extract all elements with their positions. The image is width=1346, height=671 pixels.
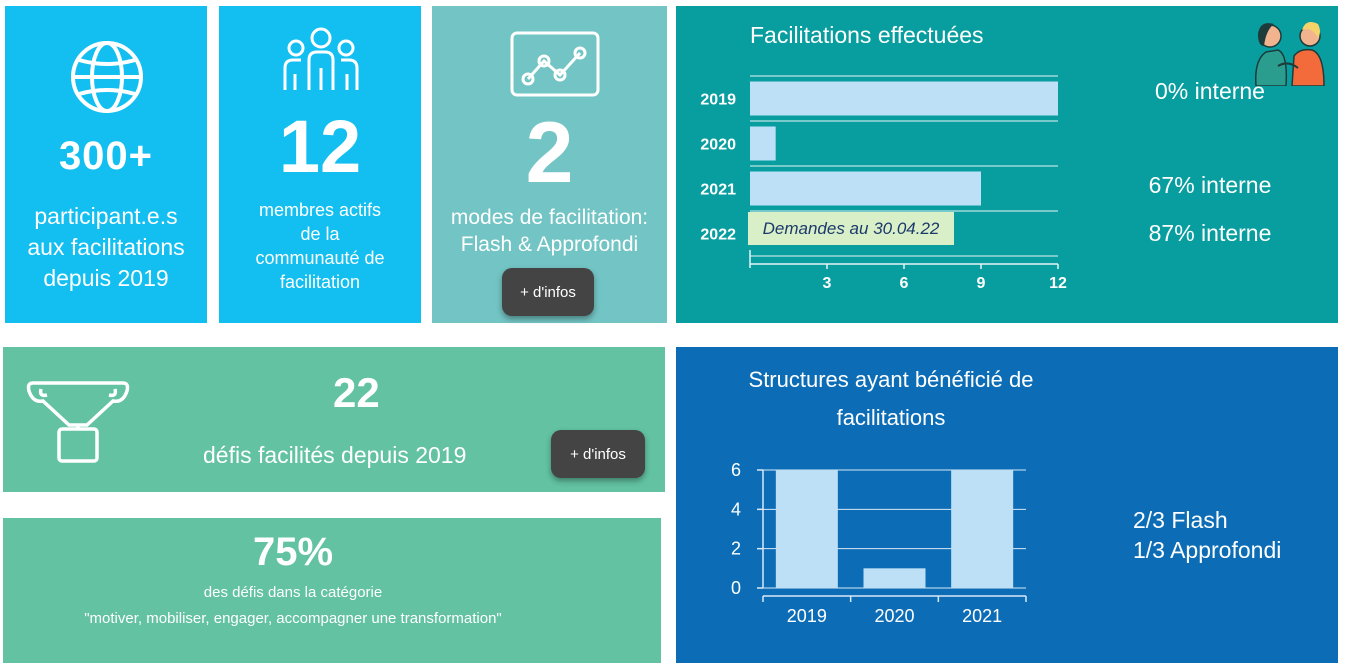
x-tick-label: 6 bbox=[900, 275, 909, 292]
defis-value: 22 bbox=[333, 369, 380, 416]
y-tick-label: 2019 bbox=[700, 92, 736, 109]
y-tick-label: 2022 bbox=[700, 227, 736, 244]
chart-facilitations: Facilitations effectuées 2019 2020 2021 202… bbox=[676, 6, 1338, 323]
tile-defis: 22 défis facilités depuis 2019 + d'infos bbox=[3, 347, 665, 492]
line-chart-icon bbox=[510, 31, 600, 97]
facilitations-bar-chart: 2019 2020 2021 2022 3 6 9 12 bbox=[700, 75, 1067, 292]
x-tick-label: 3 bbox=[823, 275, 832, 292]
members-label: membres actifs de la communauté de facil… bbox=[255, 200, 385, 292]
tile-categorie: 75% des défis dans la catégorie "motiver… bbox=[3, 518, 661, 663]
y-tick-label: 4 bbox=[731, 499, 741, 519]
x-tick-label: 12 bbox=[1049, 275, 1067, 292]
categorie-label: des défis dans la catégorie bbox=[203, 584, 383, 601]
y-tick-label: 6 bbox=[731, 460, 741, 480]
x-tick-label: 2020 bbox=[874, 606, 914, 626]
y-tick-label: 0 bbox=[731, 578, 741, 598]
chart-facilitations-title: Facilitations effectuées bbox=[750, 22, 984, 48]
y-tick-label: 2 bbox=[731, 539, 741, 559]
modes-label: modes de facilitation: Flash & Approfond… bbox=[450, 206, 649, 256]
participants-value: 300+ bbox=[58, 134, 154, 178]
structures-bar-chart: 0 2 4 6 2019 2020 2021 bbox=[731, 460, 1027, 626]
bar-2020 bbox=[863, 568, 926, 588]
participants-label: participant.e.s aux facilitations depuis… bbox=[27, 203, 185, 291]
tile-participants: 300+ participant.e.s aux facilitations d… bbox=[5, 6, 207, 323]
modes-value: 2 bbox=[525, 105, 574, 201]
x-tick-label: 9 bbox=[977, 275, 986, 292]
x-tick-label: 2019 bbox=[787, 606, 827, 626]
bar-2021 bbox=[951, 470, 1014, 588]
y-tick-label: 2021 bbox=[700, 182, 736, 199]
internal-label-2022: 87% interne bbox=[1148, 220, 1272, 246]
tile-members: 12 membres actifs de la communauté de fa… bbox=[219, 6, 421, 323]
bar-2019 bbox=[750, 81, 1058, 116]
y-tick-label: 2020 bbox=[700, 137, 736, 154]
categorie-quote: "motiver, mobiliser, engager, accompagne… bbox=[84, 610, 502, 627]
globe-icon bbox=[71, 41, 143, 113]
categorie-value: 75% bbox=[252, 530, 334, 574]
x-tick-label: 2021 bbox=[962, 606, 1002, 626]
defis-info-button[interactable]: + d'infos bbox=[551, 430, 645, 478]
internal-label-2021: 67% interne bbox=[1148, 172, 1272, 198]
structures-split: 2/3 Flash 1/3 Approfondi bbox=[1133, 507, 1282, 563]
bar-2021 bbox=[750, 171, 981, 206]
bar-2020 bbox=[750, 126, 776, 161]
group-icon bbox=[283, 27, 359, 90]
chart-structures: Structures ayant bénéficié de facilitati… bbox=[676, 347, 1338, 663]
internal-label-2019: 0% interne bbox=[1155, 78, 1265, 104]
bar-2019 bbox=[775, 470, 838, 588]
trophy-icon bbox=[26, 381, 130, 463]
tile-modes: 2 modes de facilitation: Flash & Approfo… bbox=[432, 6, 667, 323]
chart-note: Demandes au 30.04.22 bbox=[748, 212, 954, 245]
members-value: 12 bbox=[278, 105, 362, 188]
defis-label: défis facilités depuis 2019 bbox=[203, 442, 467, 468]
chart-structures-title: Structures ayant bénéficié de facilitati… bbox=[748, 367, 1034, 430]
modes-info-button[interactable]: + d'infos bbox=[502, 268, 594, 316]
people-talking-icon bbox=[1254, 22, 1325, 86]
